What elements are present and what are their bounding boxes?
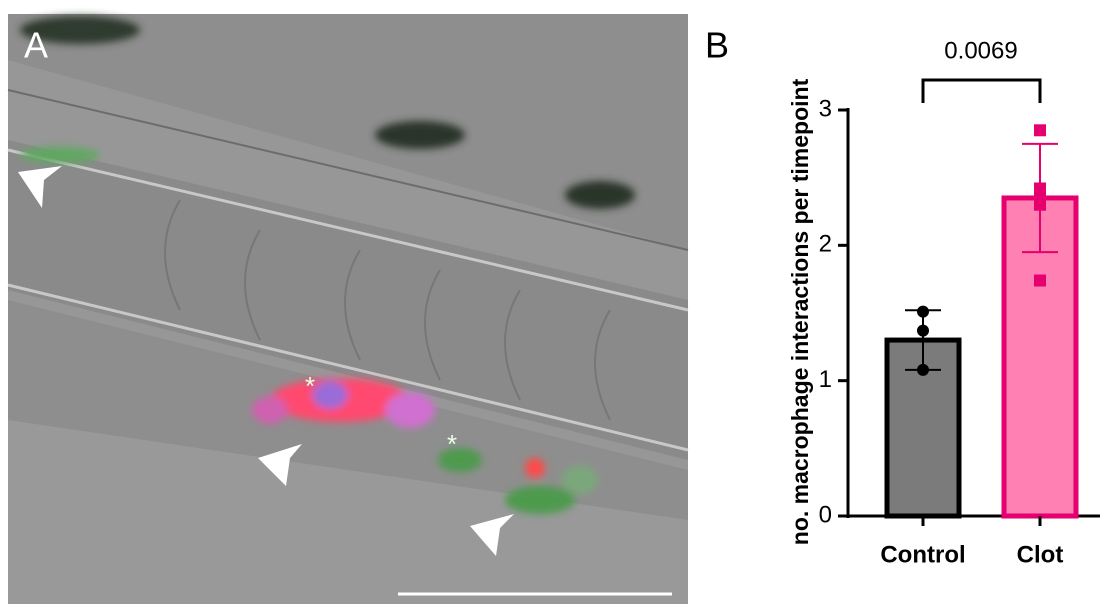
x-tick-label: Clot <box>1017 541 1064 568</box>
data-point <box>917 364 929 376</box>
x-tick-label: Control <box>880 541 965 568</box>
y-axis-label: no. macrophage interactions per timepoin… <box>787 78 813 545</box>
y-tick-label: 3 <box>819 95 832 122</box>
significance-label: 0.0069 <box>944 37 1017 64</box>
y-tick-label: 0 <box>819 501 832 528</box>
figure: A * * B no. macrophage interactions per … <box>0 0 1106 604</box>
y-tick-label: 1 <box>819 366 832 393</box>
asterisk: * <box>447 429 457 459</box>
significance-bracket <box>923 80 1040 103</box>
data-point <box>1034 275 1046 287</box>
y-tick-label: 2 <box>819 231 832 258</box>
page: A * * B no. macrophage interactions per … <box>0 0 1106 604</box>
data-point <box>1034 187 1046 199</box>
asterisk: * <box>305 371 315 401</box>
panel-label: A <box>24 25 48 66</box>
panel-label: B <box>705 25 729 66</box>
data-point <box>917 325 929 337</box>
data-point <box>917 306 929 318</box>
data-point <box>1034 124 1046 136</box>
micrograph: A * * <box>8 14 688 604</box>
data-point <box>1034 199 1046 211</box>
